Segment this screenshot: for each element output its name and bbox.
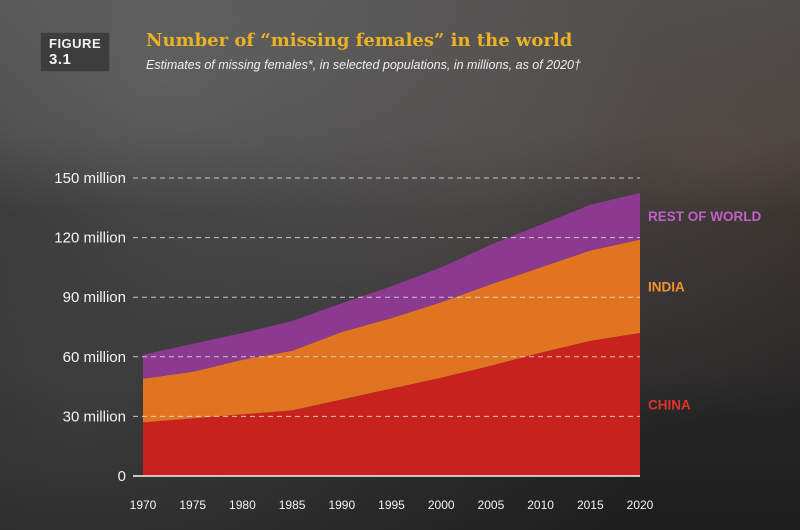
x-tick-label: 1980 [229,498,256,512]
x-tick-label: 1990 [328,498,355,512]
series-labels: CHINA INDIA REST OF WORLD [648,209,761,412]
series-label-india: INDIA [648,279,685,294]
x-tick-label: 2015 [577,498,604,512]
series-label-china: CHINA [648,397,691,412]
x-tick-label: 2010 [527,498,554,512]
x-tick-label: 2020 [627,498,654,512]
x-axis-ticks: 1970 1975 1980 1985 1990 1995 2000 2005 2010 2015… [130,498,654,512]
area-india [143,239,640,423]
x-tick-label: 1975 [179,498,206,512]
x-tick-label: 1995 [378,498,405,512]
figure-number: 3.1 [49,51,72,68]
y-axis-ticks: 0 30 million 60 million 90 million 120 milli… [54,170,126,485]
gridlines [133,177,640,417]
x-tick-label: 2005 [478,498,505,512]
y-tick-label: 30 million [63,408,126,425]
series-areas [143,192,640,476]
series-label-rest_of_world: REST OF WORLD [648,209,761,224]
x-tick-label: 1985 [279,498,306,512]
area-china [143,333,640,476]
y-tick-label: 60 million [63,349,126,366]
figure-prefix: FIGURE [49,36,102,51]
area-rest_of_world [143,192,640,379]
y-tick-label: 0 [118,468,126,485]
y-tick-label: 150 million [54,170,126,187]
chart-title: Number of “missing females” in the world [146,30,573,51]
y-tick-label: 90 million [63,289,126,306]
y-tick-label: 120 million [54,230,126,247]
x-tick-label: 2000 [428,498,455,512]
chart-subtitle: Estimates of missing females*, in select… [146,58,581,72]
x-tick-label: 1970 [130,498,157,512]
figure-badge: FIGURE 3.1 [40,32,111,72]
